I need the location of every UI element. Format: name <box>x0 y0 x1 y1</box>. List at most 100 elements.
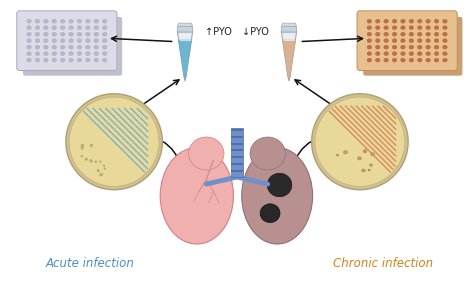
Ellipse shape <box>94 52 99 56</box>
Ellipse shape <box>103 165 105 166</box>
Ellipse shape <box>35 19 40 23</box>
Ellipse shape <box>384 26 389 30</box>
Ellipse shape <box>443 52 447 56</box>
Ellipse shape <box>401 45 405 49</box>
Ellipse shape <box>434 39 439 43</box>
Polygon shape <box>184 76 186 80</box>
Ellipse shape <box>77 39 82 43</box>
Ellipse shape <box>95 161 97 163</box>
Ellipse shape <box>44 39 48 43</box>
Polygon shape <box>177 26 193 32</box>
Ellipse shape <box>384 32 389 36</box>
Text: ↓PYO: ↓PYO <box>242 27 269 37</box>
Ellipse shape <box>94 58 99 62</box>
Ellipse shape <box>409 32 414 36</box>
Ellipse shape <box>337 154 338 156</box>
Ellipse shape <box>44 45 48 49</box>
Ellipse shape <box>189 137 224 170</box>
Ellipse shape <box>69 58 73 62</box>
Text: Acute infection: Acute infection <box>46 258 135 270</box>
Ellipse shape <box>77 26 82 30</box>
Ellipse shape <box>102 26 107 30</box>
Ellipse shape <box>434 19 439 23</box>
Ellipse shape <box>426 45 430 49</box>
Ellipse shape <box>370 164 373 166</box>
Ellipse shape <box>102 58 107 62</box>
Ellipse shape <box>27 26 31 30</box>
Ellipse shape <box>102 45 107 49</box>
Ellipse shape <box>434 58 439 62</box>
Ellipse shape <box>69 39 73 43</box>
Ellipse shape <box>260 204 280 223</box>
Polygon shape <box>231 128 243 177</box>
Ellipse shape <box>443 58 447 62</box>
Ellipse shape <box>35 58 40 62</box>
Polygon shape <box>281 26 297 32</box>
Ellipse shape <box>52 32 56 36</box>
Ellipse shape <box>27 58 31 62</box>
Ellipse shape <box>60 45 65 49</box>
Ellipse shape <box>371 153 374 156</box>
FancyBboxPatch shape <box>23 17 122 76</box>
Ellipse shape <box>97 170 99 171</box>
Ellipse shape <box>27 39 31 43</box>
Ellipse shape <box>60 19 65 23</box>
Ellipse shape <box>44 19 48 23</box>
Ellipse shape <box>375 58 380 62</box>
Ellipse shape <box>401 32 405 36</box>
Ellipse shape <box>362 169 365 172</box>
FancyBboxPatch shape <box>357 11 457 71</box>
Ellipse shape <box>94 45 99 49</box>
Ellipse shape <box>392 32 397 36</box>
Ellipse shape <box>409 58 414 62</box>
Ellipse shape <box>384 45 389 49</box>
Ellipse shape <box>443 39 447 43</box>
Ellipse shape <box>409 39 414 43</box>
Polygon shape <box>178 23 192 26</box>
Ellipse shape <box>367 26 372 30</box>
Ellipse shape <box>267 173 292 197</box>
Ellipse shape <box>52 19 56 23</box>
Ellipse shape <box>35 39 40 43</box>
Ellipse shape <box>44 52 48 56</box>
Ellipse shape <box>418 52 422 56</box>
Ellipse shape <box>102 52 107 56</box>
Ellipse shape <box>401 26 405 30</box>
Ellipse shape <box>375 39 380 43</box>
Ellipse shape <box>85 39 90 43</box>
Ellipse shape <box>418 19 422 23</box>
Ellipse shape <box>90 144 93 147</box>
Ellipse shape <box>367 32 372 36</box>
Ellipse shape <box>94 39 99 43</box>
Ellipse shape <box>418 32 422 36</box>
Ellipse shape <box>77 19 82 23</box>
Ellipse shape <box>367 45 372 49</box>
Ellipse shape <box>384 58 389 62</box>
Ellipse shape <box>375 45 380 49</box>
Ellipse shape <box>250 137 285 170</box>
Ellipse shape <box>60 32 65 36</box>
Ellipse shape <box>426 58 430 62</box>
Ellipse shape <box>418 39 422 43</box>
Ellipse shape <box>60 39 65 43</box>
Ellipse shape <box>94 19 99 23</box>
Ellipse shape <box>426 32 430 36</box>
Ellipse shape <box>81 144 84 147</box>
Ellipse shape <box>409 52 414 56</box>
Ellipse shape <box>160 148 234 244</box>
Ellipse shape <box>367 19 372 23</box>
Polygon shape <box>282 40 296 76</box>
Polygon shape <box>282 32 297 76</box>
Ellipse shape <box>69 19 73 23</box>
Ellipse shape <box>52 39 56 43</box>
Ellipse shape <box>85 26 90 30</box>
Ellipse shape <box>66 94 163 190</box>
Ellipse shape <box>85 32 90 36</box>
Ellipse shape <box>384 19 389 23</box>
Ellipse shape <box>434 32 439 36</box>
Ellipse shape <box>367 52 372 56</box>
FancyBboxPatch shape <box>363 17 463 76</box>
Ellipse shape <box>367 39 372 43</box>
Polygon shape <box>177 32 192 76</box>
Ellipse shape <box>52 52 56 56</box>
